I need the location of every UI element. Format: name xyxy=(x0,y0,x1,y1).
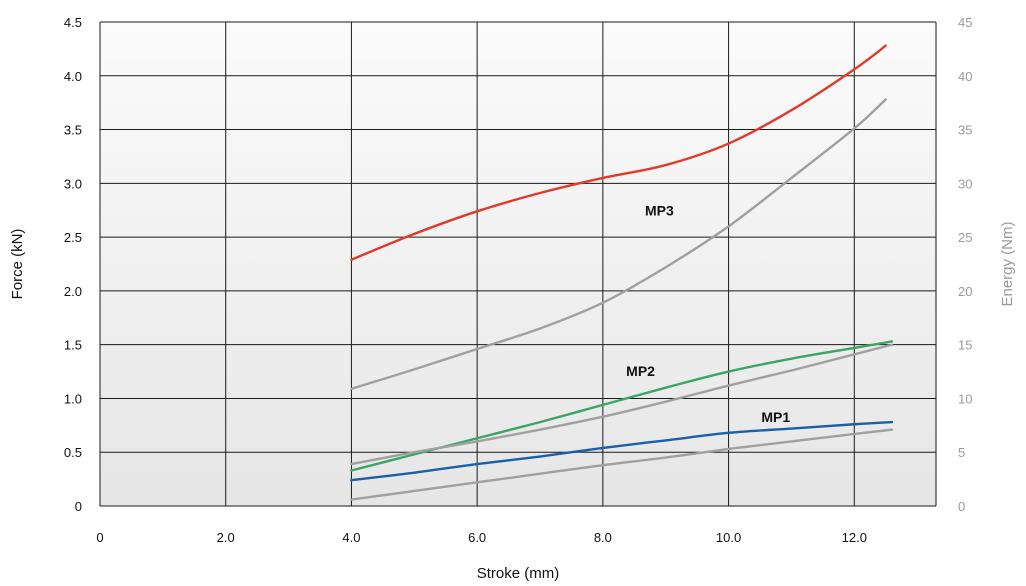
x-tick-label: 2.0 xyxy=(217,530,235,545)
y-tick-label: 3.0 xyxy=(64,176,82,191)
y2-tick-label: 5 xyxy=(958,445,965,460)
x-axis-label: Stroke (mm) xyxy=(477,565,560,582)
y-tick-label: 2.0 xyxy=(64,284,82,299)
y2-tick-label: 35 xyxy=(958,123,972,138)
y-tick-label: 1.0 xyxy=(64,391,82,406)
y-axis-label: Force (kN) xyxy=(9,229,26,300)
y-tick-label: 4.0 xyxy=(64,69,82,84)
y2-tick-label: 0 xyxy=(958,499,965,514)
energy-curve-5 xyxy=(350,428,894,501)
series-mp1-force-line xyxy=(350,420,894,482)
y-tick-label: 0 xyxy=(75,499,82,514)
x-tick-label: 6.0 xyxy=(468,530,486,545)
series-label-mp2: MP2 xyxy=(626,363,655,379)
series-label-mp3: MP3 xyxy=(645,203,674,219)
y2-tick-label: 45 xyxy=(958,15,972,30)
y2-tick-label: 30 xyxy=(958,176,972,191)
y-tick-label: 3.5 xyxy=(64,123,82,138)
x-tick-label: 4.0 xyxy=(342,530,360,545)
tick-labels: 0 0.5 1.0 1.5 2.0 2.5 3.0 3.5 4.0 4.5 0 5 10 15 20 25 30… xyxy=(64,15,973,545)
y-tick-label: 2.5 xyxy=(64,230,82,245)
plot-background xyxy=(100,22,936,506)
x-tick-label: 8.0 xyxy=(594,530,612,545)
series-lines xyxy=(350,44,894,501)
y2-axis-label: Energy (Nm) xyxy=(999,221,1016,306)
x-tick-label: 12.0 xyxy=(842,530,867,545)
energy-curve-3 xyxy=(350,343,894,466)
energy-curve-1 xyxy=(350,98,887,390)
y2-tick-label: 40 xyxy=(958,69,972,84)
y-tick-label: 0.5 xyxy=(64,445,82,460)
series-mp3-force-line xyxy=(350,44,887,261)
series-annotations: MP3 MP2 MP1 xyxy=(626,203,790,426)
y-tick-label: 4.5 xyxy=(64,15,82,30)
series-label-mp1: MP1 xyxy=(761,409,790,425)
x-tick-label: 0 xyxy=(96,530,103,545)
y-tick-label: 1.5 xyxy=(64,338,82,353)
x-tick-label: 10.0 xyxy=(716,530,741,545)
y2-tick-label: 25 xyxy=(958,230,972,245)
y2-tick-label: 20 xyxy=(958,284,972,299)
grid xyxy=(99,21,937,507)
y2-tick-label: 10 xyxy=(958,391,972,406)
y2-tick-label: 15 xyxy=(958,338,972,353)
